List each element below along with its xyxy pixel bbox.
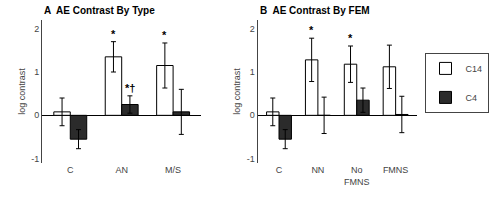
svg-text:NoFMNS: NoFMNS xyxy=(344,165,370,187)
svg-text:C14: C14 xyxy=(466,64,483,74)
svg-text:A AE Contrast By Type: A AE Contrast By Type xyxy=(44,5,155,16)
svg-text:*: * xyxy=(309,24,314,36)
svg-text:0: 0 xyxy=(250,110,255,120)
svg-text:1: 1 xyxy=(34,67,39,77)
svg-text:1: 1 xyxy=(250,67,255,77)
svg-text:0: 0 xyxy=(34,110,39,120)
svg-text:AN: AN xyxy=(115,165,128,175)
svg-text:*†: *† xyxy=(125,82,135,94)
svg-text:B AE Contrast By FEM: B AE Contrast By FEM xyxy=(260,5,370,16)
svg-text:2: 2 xyxy=(34,24,39,34)
svg-text:*: * xyxy=(111,28,116,40)
svg-text:*: * xyxy=(162,29,167,41)
svg-text:C: C xyxy=(276,165,283,175)
svg-text:FMNS: FMNS xyxy=(383,165,409,175)
svg-text:C: C xyxy=(67,165,74,175)
svg-text:log contrast: log contrast xyxy=(232,68,242,115)
svg-text:-1: -1 xyxy=(247,154,255,164)
svg-text:*: * xyxy=(348,32,353,44)
svg-text:M/S: M/S xyxy=(165,165,181,175)
svg-text:NN: NN xyxy=(311,165,324,175)
svg-text:-1: -1 xyxy=(31,154,39,164)
svg-text:C4: C4 xyxy=(466,93,478,103)
svg-text:log contrast: log contrast xyxy=(17,68,27,115)
svg-text:2: 2 xyxy=(250,24,255,34)
